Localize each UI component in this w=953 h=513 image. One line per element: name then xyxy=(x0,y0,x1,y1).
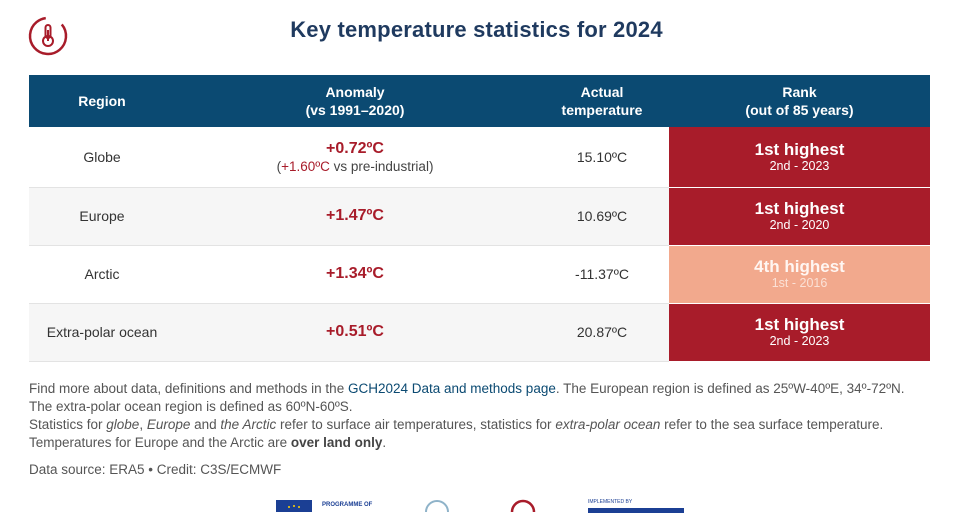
rank-value: 4th highest xyxy=(754,257,845,276)
actual-cell: -11.37ºC xyxy=(535,245,669,304)
anomaly-cell: +1.34ºC xyxy=(175,245,535,304)
region-cell: Extra-polar ocean xyxy=(29,303,175,362)
footnote-statistics: Statistics for globe, Europe and the Arc… xyxy=(29,417,884,432)
rank-cell: 1st highest 2nd - 2020 xyxy=(669,187,930,246)
anomaly-preindustrial: (+1.60ºC vs pre-industrial) xyxy=(276,158,434,174)
rank-cell: 1st highest 2nd - 2023 xyxy=(669,303,930,362)
region-cell: Globe xyxy=(29,127,175,188)
footnotes: Find more about data, definitions and me… xyxy=(29,380,929,452)
header-region: Region xyxy=(29,75,175,127)
eu-flag-icon xyxy=(276,500,312,512)
table-row-extra-polar-ocean: Extra-polar ocean +0.51ºC 20.87ºC 1st hi… xyxy=(29,303,930,362)
anomaly-cell: +0.72ºC (+1.60ºC vs pre-industrial) xyxy=(175,127,535,188)
rank-cell: 1st highest 2nd - 2023 xyxy=(669,127,930,188)
table-header-row: Region Anomaly (vs 1991–2020) Actual tempe… xyxy=(29,75,930,127)
copernicus-logo-icon xyxy=(425,500,449,512)
rank-value: 1st highest xyxy=(754,139,845,159)
rank-value: 1st highest xyxy=(754,315,845,334)
rank-runner-up: 1st - 2016 xyxy=(771,276,828,290)
rank-runner-up: 2nd - 2023 xyxy=(769,158,830,173)
implemented-by-label: IMPLEMENTED BY xyxy=(588,499,633,505)
footnote-land-only: Temperatures for Europe and the Arctic a… xyxy=(29,435,387,450)
data-source-credit: Data source: ERA5 • Credit: C3S/ECMWF xyxy=(29,462,282,477)
anomaly-value: +1.34ºC xyxy=(326,265,384,282)
anomaly-value: +0.72ºC xyxy=(326,139,384,157)
region-cell: Arctic xyxy=(29,245,175,304)
climate-service-logo-icon xyxy=(510,499,536,512)
data-methods-link[interactable]: GCH2024 Data and methods page xyxy=(347,381,556,396)
temperature-stats-table: Region Anomaly (vs 1991–2020) Actual tempe… xyxy=(29,75,930,362)
table-row-arctic: Arctic +1.34ºC -11.37ºC 4th highest 1st … xyxy=(29,245,930,304)
thermometer-logo-icon xyxy=(28,16,68,56)
footnote-methods: Find more about data, definitions and me… xyxy=(29,381,905,414)
rank-runner-up: 2nd - 2020 xyxy=(769,218,830,232)
ecmwf-logo-icon xyxy=(588,508,684,513)
rank-cell: 4th highest 1st - 2016 xyxy=(669,245,930,304)
header-rank: Rank (out of 85 years) xyxy=(669,75,930,127)
anomaly-cell: +1.47ºC xyxy=(175,187,535,246)
anomaly-cell: +0.51ºC xyxy=(175,303,535,362)
header-actual: Actual temperature xyxy=(535,75,669,127)
page-title: Key temperature statistics for 2024 xyxy=(290,17,663,42)
programme-of-label: PROGRAMME OF xyxy=(322,502,373,508)
actual-cell: 15.10ºC xyxy=(535,127,669,188)
rank-value: 1st highest xyxy=(754,199,845,218)
anomaly-value: +1.47ºC xyxy=(326,207,384,224)
actual-cell: 10.69ºC xyxy=(535,187,669,246)
table-row-globe: Globe +0.72ºC (+1.60ºC vs pre-industrial… xyxy=(29,127,930,188)
header-anomaly: Anomaly (vs 1991–2020) xyxy=(175,75,535,127)
table-row-europe: Europe +1.47ºC 10.69ºC 1st highest 2nd -… xyxy=(29,187,930,246)
actual-cell: 20.87ºC xyxy=(535,303,669,362)
anomaly-value: +0.51ºC xyxy=(326,323,384,340)
rank-runner-up: 2nd - 2023 xyxy=(769,334,830,348)
region-cell: Europe xyxy=(29,187,175,246)
